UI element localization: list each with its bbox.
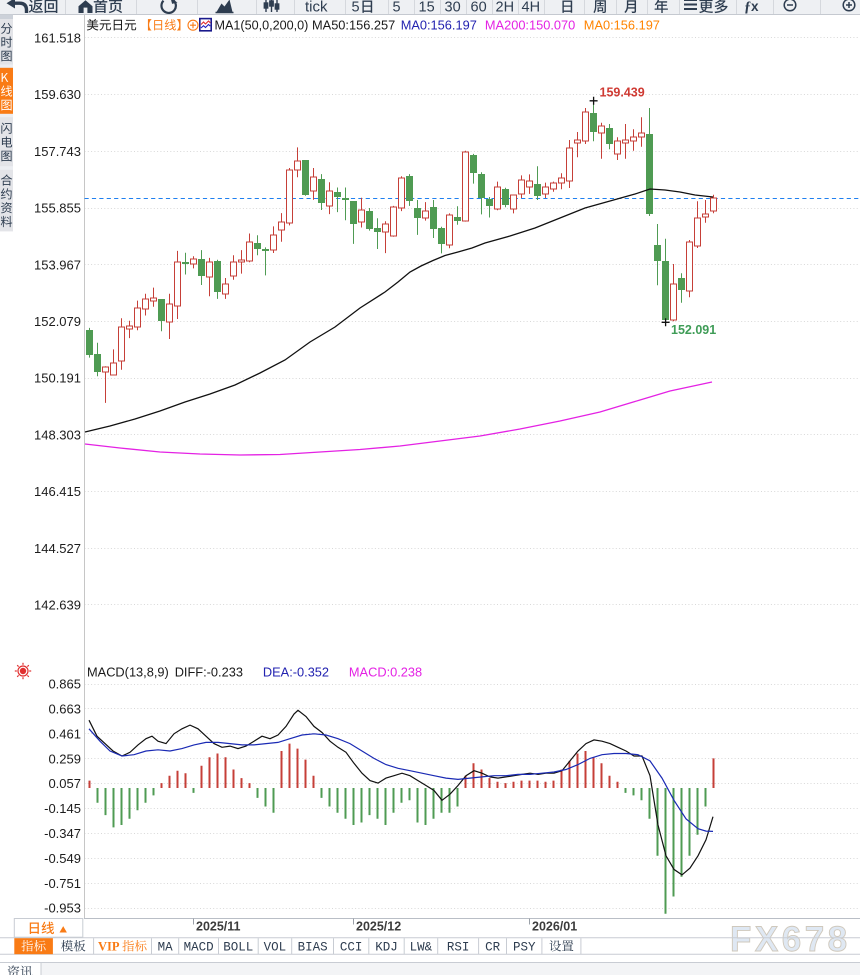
svg-text:0.461: 0.461 [48,726,81,741]
svg-text:2026/01: 2026/01 [532,920,577,934]
svg-text:4H: 4H [522,0,541,16]
svg-text:2025/11: 2025/11 [196,920,241,934]
svg-text:DIFF:-0.233: DIFF:-0.233 [175,665,243,680]
svg-text:MACD:0.238: MACD:0.238 [349,665,422,680]
svg-text:-0.145: -0.145 [44,801,81,816]
svg-text:tick: tick [305,0,328,16]
svg-text:60: 60 [471,0,487,16]
svg-text:144.527: 144.527 [34,541,81,556]
svg-text:LW&: LW& [410,941,433,955]
svg-text:-0.549: -0.549 [44,851,81,866]
svg-text:PSY: PSY [513,941,536,955]
svg-text:BIAS: BIAS [298,941,328,955]
svg-text:-0.953: -0.953 [44,901,81,916]
svg-text:MA0:156.197: MA0:156.197 [401,18,477,33]
svg-text:MA: MA [158,941,174,955]
svg-text:146.415: 146.415 [34,484,81,499]
svg-text:2025/12: 2025/12 [356,920,401,934]
svg-text:FX678: FX678 [730,920,851,959]
svg-text:161.518: 161.518 [34,31,81,46]
svg-text:142.639: 142.639 [34,598,81,613]
svg-text:2H: 2H [496,0,515,16]
svg-text:MA50:156.257: MA50:156.257 [312,18,395,33]
svg-text:159.439: 159.439 [600,86,645,100]
svg-text:159.630: 159.630 [34,87,81,102]
svg-text:5: 5 [393,0,401,16]
svg-text:CR: CR [485,941,501,955]
svg-text:VOL: VOL [264,941,287,955]
svg-text:15: 15 [419,0,435,16]
svg-text:0.259: 0.259 [48,751,81,766]
svg-text:-0.751: -0.751 [44,876,81,891]
svg-text:x: x [751,0,759,14]
svg-text:RSI: RSI [447,941,470,955]
svg-text:MACD(13,8,9): MACD(13,8,9) [87,665,169,680]
svg-text:CCI: CCI [340,941,363,955]
svg-text:157.743: 157.743 [34,144,81,159]
svg-text:BOLL: BOLL [223,941,253,955]
svg-text:MA1(50,0,200,0): MA1(50,0,200,0) [215,19,309,33]
svg-text:DEA:-0.352: DEA:-0.352 [263,665,329,680]
svg-text:ƒ: ƒ [744,0,751,15]
svg-text:148.303: 148.303 [34,427,81,442]
svg-text:152.079: 152.079 [34,314,81,329]
svg-text:KDJ: KDJ [375,941,398,955]
svg-text:0.663: 0.663 [48,702,81,717]
svg-text:150.191: 150.191 [34,371,81,386]
svg-text:0.057: 0.057 [48,776,81,791]
svg-text:MA0:156.197: MA0:156.197 [584,18,660,33]
svg-text:0.865: 0.865 [48,677,81,692]
svg-text:VIP: VIP [98,940,120,954]
svg-text:5: 5 [352,0,360,16]
svg-text:MA200:150.070: MA200:150.070 [485,18,575,33]
svg-text:152.091: 152.091 [671,323,716,337]
svg-text:30: 30 [445,0,461,16]
svg-text:153.967: 153.967 [34,257,81,272]
svg-text:-0.347: -0.347 [44,826,81,841]
svg-text:155.855: 155.855 [34,201,81,216]
svg-text:MACD: MACD [184,941,214,955]
